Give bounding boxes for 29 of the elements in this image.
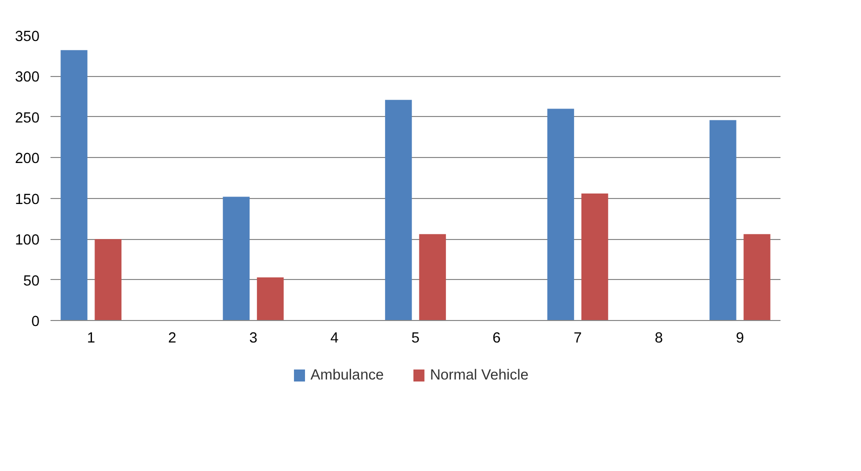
- x-tick-label: 4: [330, 330, 338, 346]
- y-tick-label: 250: [15, 110, 40, 126]
- y-tick-label: 50: [23, 273, 40, 290]
- y-tick-label: 200: [15, 151, 40, 168]
- bar: [710, 120, 736, 320]
- bar: [94, 239, 122, 320]
- x-tick-label: 8: [654, 330, 663, 346]
- bar: [581, 193, 608, 320]
- bar: [419, 234, 446, 320]
- x-tick-label: 2: [168, 330, 176, 346]
- y-tick-label: 0: [31, 314, 40, 330]
- bar: [256, 277, 284, 320]
- x-tick-label: 7: [574, 330, 582, 346]
- bar: [744, 234, 770, 320]
- x-tick-label: 5: [411, 330, 420, 346]
- legend-label: Ambulance: [310, 368, 384, 384]
- bar: [547, 108, 574, 320]
- y-tick-label: 350: [15, 29, 40, 45]
- legend-label: Normal Vehicle: [430, 368, 529, 384]
- y-tick-label: 100: [15, 232, 40, 249]
- bar: [385, 100, 412, 320]
- y-tick-label: 300: [15, 70, 40, 86]
- x-tick-label: 6: [492, 330, 501, 346]
- y-tick-label: 150: [15, 192, 40, 208]
- x-tick-label: 3: [249, 330, 258, 346]
- x-tick-label: 1: [86, 330, 96, 346]
- x-tick-label: 9: [736, 330, 744, 346]
- bar: [222, 196, 250, 320]
- bar: [60, 50, 88, 320]
